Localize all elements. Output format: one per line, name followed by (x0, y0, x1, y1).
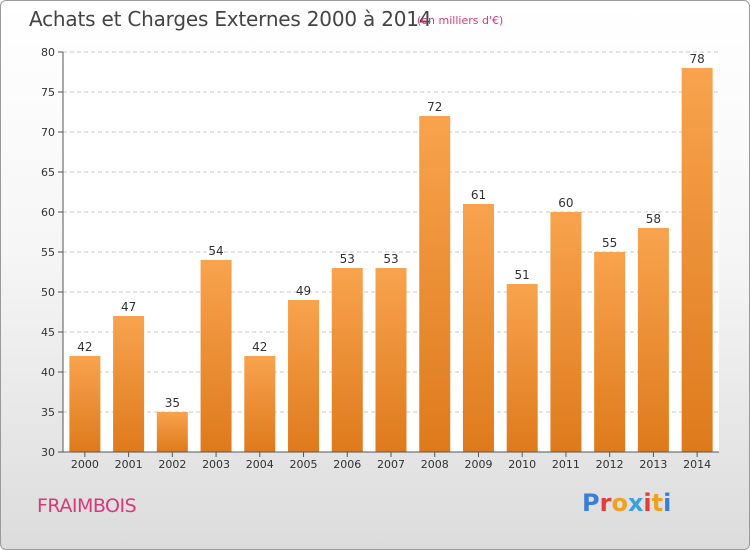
data-label: 42 (77, 340, 92, 354)
data-label: 60 (558, 196, 573, 210)
brand-letter: P (582, 489, 600, 517)
y-tick-label: 40 (41, 366, 55, 379)
x-tick-label: 2004 (246, 458, 274, 471)
bar (69, 356, 101, 452)
data-label: 47 (121, 300, 136, 314)
bar (594, 252, 626, 452)
bar (681, 68, 713, 452)
bar (288, 300, 320, 452)
y-tick-label: 80 (41, 46, 55, 59)
unit-note: (en milliers d'€) (417, 14, 504, 27)
chart-title: Achats et Charges Externes 2000 à 2014 (29, 7, 432, 31)
x-tick-label: 2010 (508, 458, 536, 471)
data-label: 58 (646, 212, 661, 226)
y-tick-label: 70 (41, 126, 55, 139)
x-tick-label: 2009 (464, 458, 492, 471)
data-label: 54 (208, 244, 223, 258)
bar (375, 268, 407, 452)
brand-letter: r (599, 489, 612, 517)
data-label: 72 (427, 100, 442, 114)
bar (506, 284, 538, 452)
bar (156, 412, 188, 452)
brand-letter: o (611, 489, 628, 517)
data-label: 53 (383, 252, 398, 266)
x-tick-label: 2001 (115, 458, 143, 471)
y-tick-label: 50 (41, 286, 55, 299)
x-tick-label: 2000 (71, 458, 99, 471)
y-tick-label: 65 (41, 166, 55, 179)
bar (200, 260, 232, 452)
data-label: 35 (165, 396, 180, 410)
bar (331, 268, 363, 452)
x-tick-label: 2012 (596, 458, 624, 471)
y-tick-label: 55 (41, 246, 55, 259)
data-label: 61 (471, 188, 486, 202)
bar (244, 356, 276, 452)
brand-logo: Proxiti (582, 489, 671, 517)
bar (637, 228, 669, 452)
x-tick-label: 2013 (639, 458, 667, 471)
data-label: 55 (602, 236, 617, 250)
x-tick-label: 2002 (158, 458, 186, 471)
x-tick-label: 2008 (421, 458, 449, 471)
brand-letter: i (663, 489, 672, 517)
x-tick-label: 2003 (202, 458, 230, 471)
y-tick-label: 30 (41, 446, 55, 459)
y-tick-label: 75 (41, 86, 55, 99)
x-tick-label: 2011 (552, 458, 580, 471)
x-tick-label: 2014 (683, 458, 711, 471)
y-tick-label: 45 (41, 326, 55, 339)
x-tick-label: 2005 (290, 458, 318, 471)
data-label: 49 (296, 284, 311, 298)
brand-letter: t (651, 489, 664, 517)
brand-letter: x (627, 489, 644, 517)
bar (419, 116, 451, 452)
x-tick-label: 2006 (333, 458, 361, 471)
data-label: 42 (252, 340, 267, 354)
brand-letter: i (643, 489, 652, 517)
data-label: 53 (340, 252, 355, 266)
y-tick-label: 35 (41, 406, 55, 419)
bar (462, 204, 494, 452)
data-label: 51 (515, 268, 530, 282)
data-label: 78 (689, 52, 704, 66)
bar (550, 212, 582, 452)
place-name: FRAIMBOIS (37, 495, 137, 517)
bar (113, 316, 145, 452)
y-tick-label: 60 (41, 206, 55, 219)
x-tick-label: 2007 (377, 458, 405, 471)
